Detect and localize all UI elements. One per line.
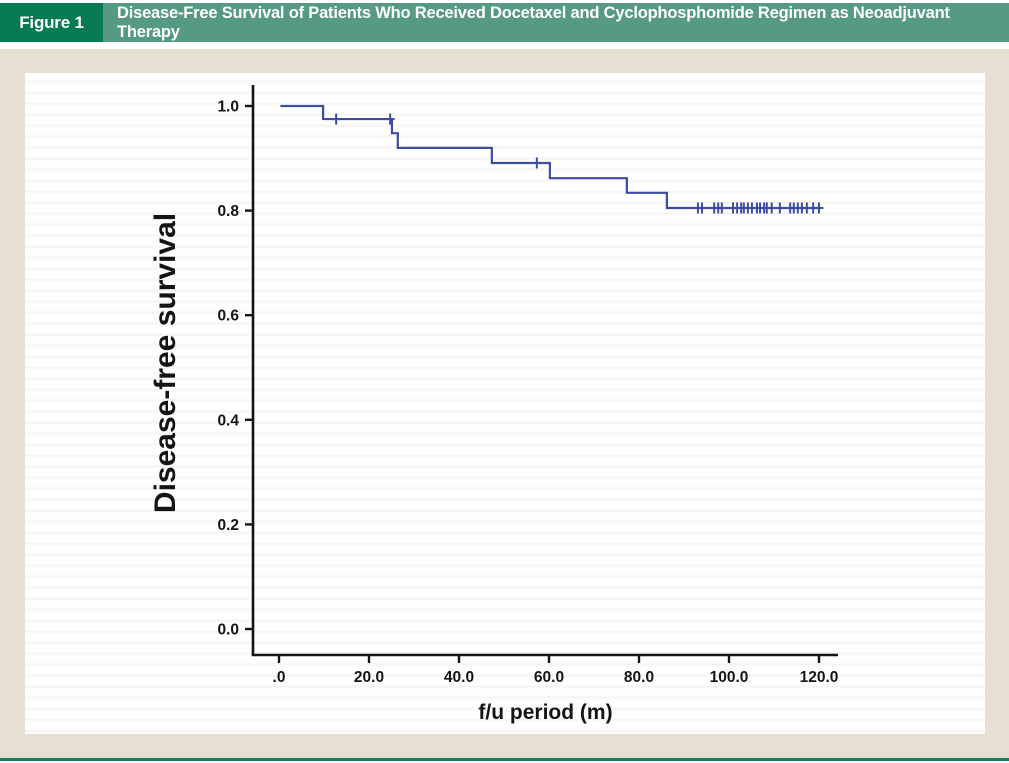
figure-title-bar: Disease-Free Survival of Patients Who Re… — [103, 3, 1009, 42]
kaplan-meier-survival-plot: 1.0 0.8 0.6 0.4 0.2 0.0 .0 20.0 40.0 60.0 80.0 100.… — [149, 85, 839, 724]
x-tick-label: 80.0 — [624, 669, 654, 686]
figure-panel: 1.0 0.8 0.6 0.4 0.2 0.0 .0 20.0 40.0 60.0 80.0 100.… — [0, 49, 1009, 758]
x-tick-label: 60.0 — [534, 669, 564, 686]
figure-header: Figure 1 Disease-Free Survival of Patien… — [0, 3, 1009, 42]
bottom-divider — [0, 758, 1009, 761]
x-tick-label: .0 — [273, 669, 286, 686]
figure-number-label: Figure 1 — [19, 12, 84, 32]
figure-title: Disease-Free Survival of Patients Who Re… — [117, 3, 950, 41]
km-chart-area: 1.0 0.8 0.6 0.4 0.2 0.0 .0 20.0 40.0 60.0 80.0 100.… — [25, 73, 985, 734]
y-tick-label: 0.8 — [217, 203, 239, 220]
y-tick-label: 1.0 — [217, 99, 239, 116]
y-tick-label: 0.0 — [217, 622, 239, 639]
y-tick-label: 0.4 — [217, 412, 239, 429]
x-tick-label: 120.0 — [800, 669, 839, 686]
y-tick-label: 0.2 — [217, 517, 239, 534]
figure-number-badge: Figure 1 — [0, 3, 103, 42]
x-tick-label: 20.0 — [354, 669, 384, 686]
x-tick-label: 100.0 — [710, 669, 749, 686]
x-tick-label: 40.0 — [444, 669, 474, 686]
survival-step-curve — [280, 104, 820, 210]
y-axis-title: Disease-free survival — [149, 213, 182, 513]
y-tick-label: 0.6 — [217, 308, 239, 325]
x-axis-title: f/u period (m) — [478, 701, 612, 724]
